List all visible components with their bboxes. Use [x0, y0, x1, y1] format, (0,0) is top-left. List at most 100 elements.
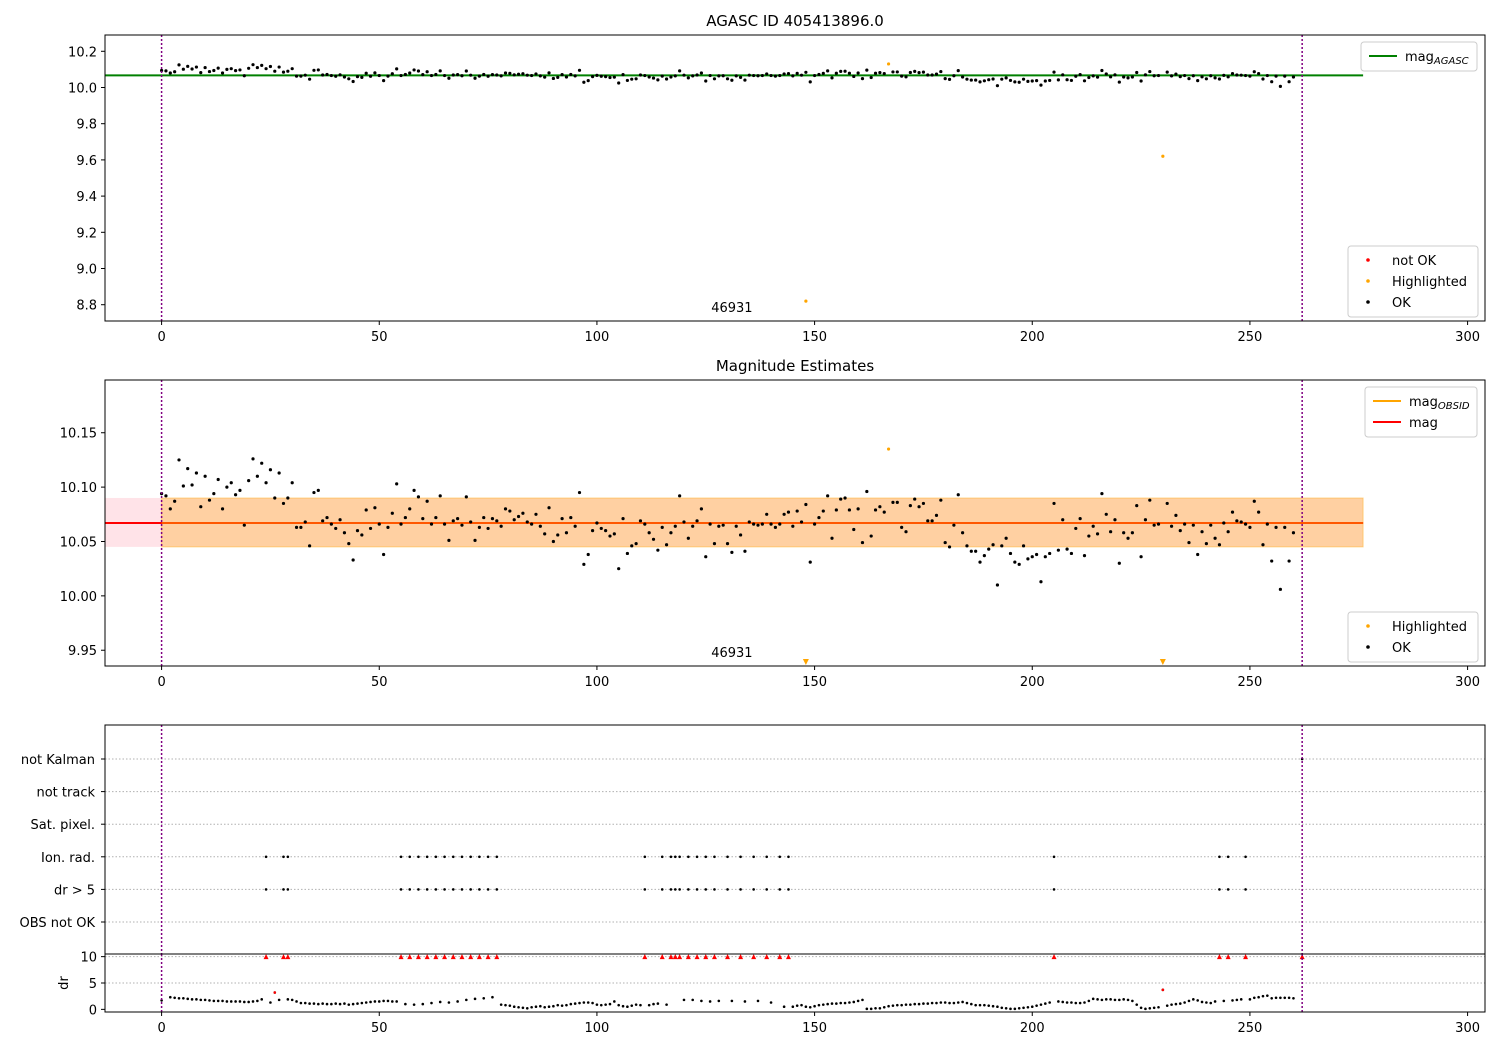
y-tick-label: 8.8 — [76, 299, 97, 314]
ok-point — [1069, 551, 1074, 556]
ok-point — [233, 493, 238, 497]
dr-point — [260, 998, 264, 1001]
ok-point — [921, 70, 926, 74]
ok-point — [991, 77, 995, 81]
ok-point — [1087, 534, 1091, 538]
dr-point — [386, 999, 390, 1003]
ok-point — [377, 522, 381, 526]
ok-point — [164, 494, 168, 498]
ok-point — [804, 502, 808, 507]
x-tick-label: 150 — [802, 330, 827, 345]
ok-point — [847, 508, 852, 512]
legend-label: OK — [1392, 296, 1411, 311]
dr-point — [373, 1000, 377, 1003]
y-tick-label: 9.0 — [76, 263, 97, 278]
flag-point — [695, 855, 699, 859]
ok-point — [469, 73, 473, 77]
ok-point — [1226, 75, 1230, 79]
ok-point — [682, 73, 686, 77]
ok-point — [294, 74, 299, 78]
ok-point — [456, 517, 460, 521]
ok-point — [812, 73, 817, 78]
ok-point — [799, 73, 804, 77]
dr-point — [1096, 998, 1099, 1001]
dr-point — [229, 1000, 233, 1003]
dr-point — [482, 996, 486, 1000]
flag-point — [399, 888, 403, 891]
dr-point — [974, 1003, 977, 1007]
ok-point — [786, 71, 791, 76]
ok-point — [617, 81, 621, 85]
ok-point — [1126, 536, 1130, 540]
ok-point — [795, 509, 799, 513]
ok-point — [173, 70, 177, 74]
ok-point — [604, 75, 608, 79]
ok-point — [1265, 73, 1269, 78]
ok-point — [316, 488, 320, 492]
ok-point — [277, 471, 281, 475]
x-tick-label: 200 — [1020, 1021, 1045, 1036]
x-tick-label: 100 — [585, 675, 610, 690]
ok-point — [656, 548, 660, 552]
x-tick-label: 300 — [1455, 675, 1480, 690]
ok-point — [1204, 77, 1208, 81]
ok-point — [1078, 517, 1082, 521]
x-tick-label: 250 — [1238, 1021, 1263, 1036]
ok-point — [1270, 559, 1274, 563]
ok-point — [212, 492, 216, 496]
highlighted-point — [804, 299, 808, 303]
ok-point — [1117, 80, 1121, 84]
ok-point — [725, 77, 730, 81]
dr-point — [1148, 1007, 1152, 1010]
flag-row-label: Ion. rad. — [41, 851, 95, 866]
ok-point — [617, 567, 621, 571]
dr-point — [243, 1000, 246, 1004]
ok-point — [159, 68, 164, 73]
flag-point — [451, 888, 455, 891]
legend-label: Highlighted — [1392, 620, 1467, 635]
legend-label: OK — [1392, 641, 1411, 656]
dr-point — [800, 1003, 803, 1007]
dr-point — [621, 1004, 625, 1008]
ok-point — [1178, 75, 1182, 79]
ok-point — [338, 73, 342, 77]
ok-point — [660, 525, 664, 529]
ok-point — [1100, 492, 1104, 496]
dr-point — [334, 1002, 338, 1005]
ok-point — [1169, 74, 1174, 78]
ok-point — [686, 536, 690, 540]
ok-point — [1183, 73, 1187, 78]
ok-point — [225, 67, 229, 71]
dr-point — [1252, 996, 1256, 1000]
flag-point — [726, 888, 729, 891]
ok-point — [865, 489, 869, 494]
ok-point — [1248, 74, 1252, 78]
obsid-annotation: 46931 — [711, 301, 752, 316]
ok-point — [525, 73, 529, 77]
dr-point — [1187, 999, 1191, 1003]
dr-point — [1074, 1001, 1078, 1005]
ok-point — [495, 519, 499, 523]
dr-point — [1004, 1007, 1008, 1010]
ok-point — [351, 79, 355, 84]
legend-marker — [1366, 300, 1370, 304]
flag-point — [460, 888, 464, 891]
dr-point — [717, 999, 721, 1003]
ok-point — [760, 522, 764, 526]
ok-point — [773, 525, 778, 529]
dr-point — [865, 1007, 869, 1011]
ok-point — [1104, 512, 1108, 516]
ok-point — [268, 64, 273, 69]
flag-point — [778, 855, 782, 859]
ok-point — [499, 524, 503, 528]
dr-point — [251, 1000, 255, 1003]
ok-point — [508, 71, 512, 75]
dr-point — [438, 1000, 442, 1004]
dr-outlier-point — [273, 991, 277, 994]
ok-point — [1204, 542, 1208, 546]
ok-point — [560, 517, 564, 521]
flag-point — [286, 888, 290, 891]
ok-point — [329, 522, 333, 526]
dr-point — [1026, 1005, 1030, 1009]
ok-point — [921, 501, 926, 506]
